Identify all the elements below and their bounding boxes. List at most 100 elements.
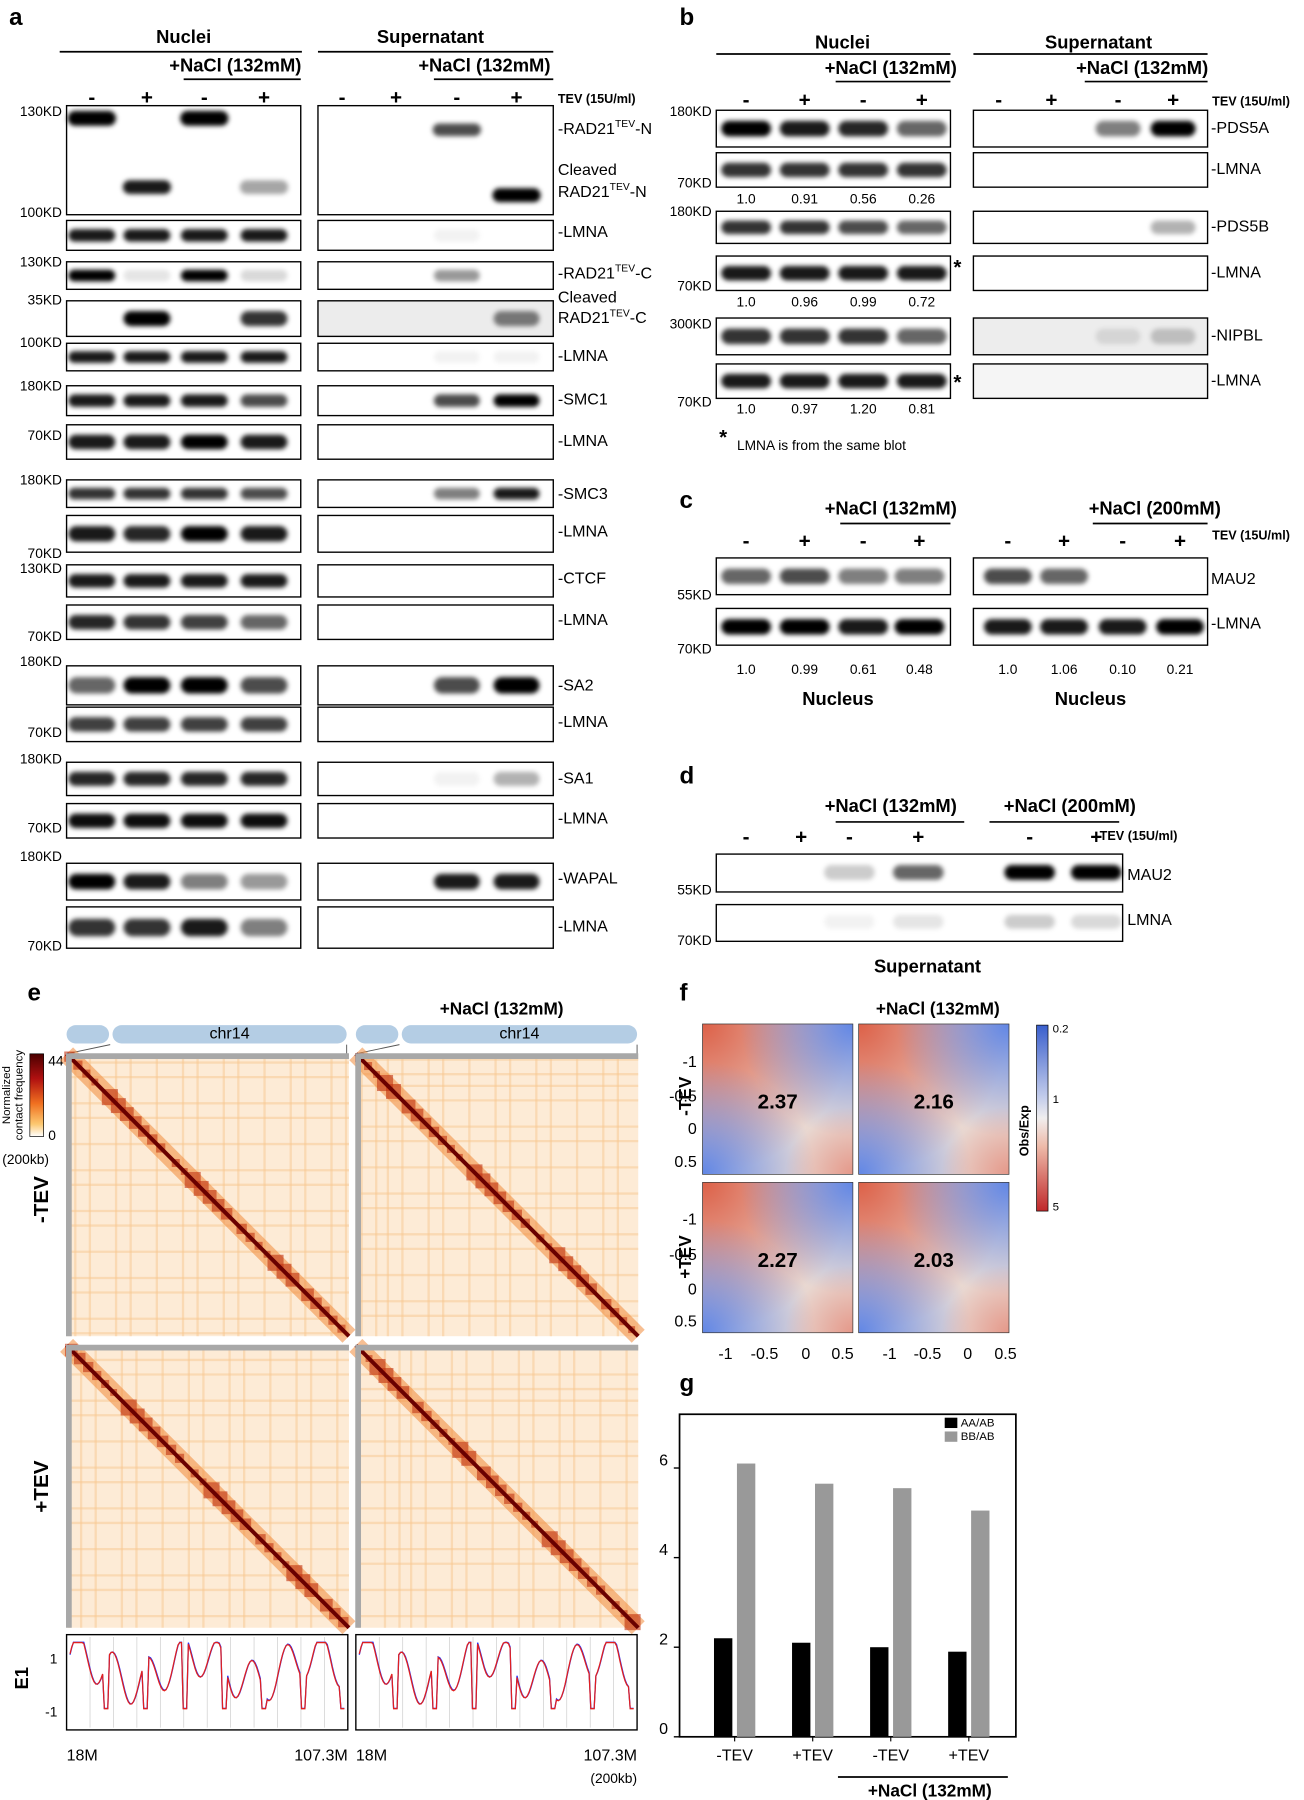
band [1150,120,1196,137]
kd-label: 100KD [20,205,62,220]
protein-label: -PDS5A [1211,119,1269,137]
band [779,328,830,345]
label-text: -SA2 [558,677,594,695]
band [240,614,288,630]
band [838,373,889,389]
saddle-frame [702,1023,854,1175]
x-tick-label: +TEV [949,1747,990,1765]
label-sup: TEV [610,308,630,319]
colorbar-label: Normalized [1,1066,13,1124]
lane-sign: + [795,825,807,848]
label-text: -LMNA [558,713,608,731]
label-sup: TEV [610,182,630,193]
group-label: +NaCl (132mM) [868,1780,992,1800]
x-tick-label: -1 [718,1345,732,1363]
y-tick-label: 0 [688,1281,697,1299]
band [1070,864,1122,880]
band [68,351,116,363]
protein-label: -SA2 [558,677,594,695]
lane-sign: - [1115,89,1122,112]
band [896,220,947,235]
e1-trace [69,1641,345,1710]
band [123,269,171,282]
band [721,328,772,345]
track-tick: 1 [50,1652,58,1667]
band [838,220,889,235]
label-text: -LMNA [558,918,608,936]
label-text: Cleaved [558,289,617,307]
y-tick-label: 2 [659,1631,668,1649]
ratio: 0.81 [908,401,935,416]
protein-label: -SMC1 [558,391,608,409]
band [721,220,772,235]
kd-label: 300KD [670,317,712,332]
band [68,526,116,542]
band [893,864,944,880]
label-text: -SMC3 [558,485,608,503]
label: +NaCl (200mM) [1089,498,1221,519]
band [180,771,228,786]
band [1156,619,1204,635]
kd-label: 180KD [670,104,712,119]
band [180,813,228,829]
lane-sign: - [339,86,346,109]
coord: 107.3M [583,1747,637,1765]
band [68,574,116,588]
band [123,434,171,450]
band [896,120,947,137]
kd-label: 70KD [28,629,62,644]
band [240,574,288,588]
x-tick-label: -0.5 [751,1345,779,1363]
label: e [28,979,41,1006]
lane-sign: - [1026,825,1033,848]
legend-swatch [944,1417,958,1429]
blot [317,906,554,949]
band [1150,328,1196,345]
x-tick-label: -1 [882,1345,896,1363]
band [493,394,540,407]
blot [317,706,554,743]
protein-label: -LMNA [558,347,608,365]
band [721,568,772,585]
band [838,120,889,137]
saddle-shade [858,1023,1009,1175]
kd-label: 55KD [677,587,711,602]
band [433,351,480,363]
band [68,434,116,450]
row-label: +TEV [30,1460,53,1512]
kd-label: 180KD [670,204,712,219]
y-tick-label: 0 [659,1720,668,1738]
x-tick-label: -0.5 [914,1345,942,1363]
row-label: +TEV [675,1235,695,1279]
bar [893,1488,912,1737]
band [123,918,171,937]
band [240,311,288,327]
resolution: (200kb) [2,1152,49,1167]
chrom-bar [401,1025,638,1044]
x-tick-label: +TEV [792,1747,833,1765]
label-text: RAD21 [558,183,610,201]
legend-swatch [944,1431,958,1442]
band [721,120,772,137]
band [123,487,171,500]
label-text: -CTCF [558,570,606,588]
band [1150,220,1196,235]
protein-label: -LMNA [1211,160,1261,178]
blot [317,514,554,553]
band [894,619,945,635]
label: TEV (15U/ml) [1212,95,1290,109]
band [68,873,116,890]
protein-label: -SA1 [558,770,594,788]
hic-diag [65,1052,351,1338]
blot [317,802,554,839]
protein-label: -LMNA [558,432,608,450]
band [240,434,288,450]
lane-sign: - [846,825,853,848]
plot-frame [678,1413,1017,1738]
band [240,813,288,829]
band [721,266,772,281]
protein-label: MAU2 [1211,570,1256,588]
band [123,351,171,363]
band [123,873,171,890]
